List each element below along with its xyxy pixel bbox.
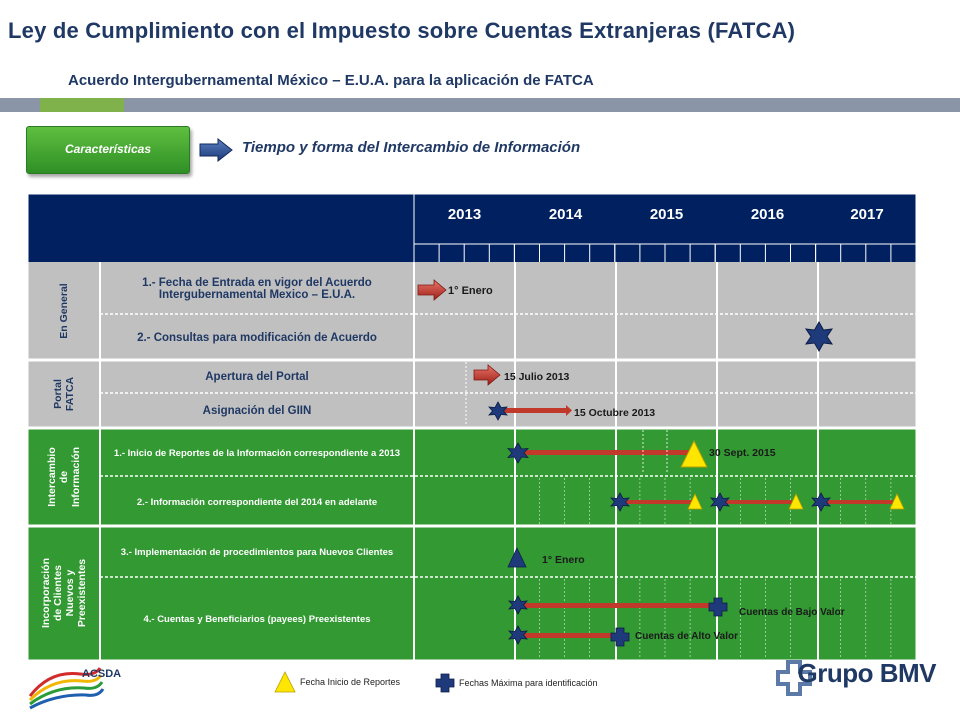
consultas-star-icon (804, 320, 834, 353)
segment-2017-triangle-icon (889, 493, 905, 510)
entrada-vigor-label: 1° Enero (448, 285, 493, 297)
segment-2016-star-icon (710, 492, 730, 512)
section-heading: Tiempo y forma del Intercambio de Inform… (242, 139, 581, 156)
inicio-reportes-bar (518, 450, 694, 455)
header-divider-bar (0, 98, 960, 112)
group-incorporacion (28, 526, 916, 660)
year-2013: 2013 (447, 205, 482, 223)
giin-label: 15 Octubre 2013 (574, 407, 655, 419)
header-divider-accent (40, 98, 124, 112)
year-2016: 2016 (750, 205, 785, 223)
acsda-logo-text: ACSDA (82, 668, 122, 680)
group-portal-fatca (28, 360, 916, 428)
table-header (28, 194, 916, 262)
inicio-reportes-label: 30 Sept. 2015 (709, 447, 776, 459)
year-2015: 2015 (649, 205, 684, 223)
grupo-bmv-logo-text: Grupo BMV (797, 658, 937, 688)
inicio-reportes-star-icon (507, 442, 529, 464)
row-preexistentes: 4.- Cuentas y Beneficiarios (payees) Pre… (143, 613, 371, 625)
group-label-incorporacion: Incorporación de Clientes Nuevos y Preex… (40, 558, 88, 629)
bajo-valor-star-icon (508, 595, 528, 615)
group-intercambio (28, 428, 916, 526)
legend-cross-icon (435, 673, 455, 693)
group-en-general (28, 262, 916, 360)
page-title: Ley de Cumplimiento con el Impuesto sobr… (8, 18, 796, 43)
legend-triangle-label: Fecha Inicio de Reportes (300, 677, 401, 687)
row-nuevos-clientes: 3.- Implementación de procedimientos par… (120, 546, 394, 558)
alto-valor-star-icon (508, 625, 528, 645)
row-consultas: 2.- Consultas para modificación de Acuer… (137, 332, 377, 344)
year-header-row: 2013 2014 2015 2016 2017 (414, 196, 916, 232)
nuevos-clientes-label: 1° Enero (542, 554, 585, 566)
apertura-portal-arrow (473, 364, 501, 386)
row-apertura-portal: Apertura del Portal (205, 371, 309, 383)
alto-valor-cross-icon (610, 627, 630, 647)
segment-2017-star-icon (811, 492, 831, 512)
alto-valor-label: Cuentas de Alto Valor (635, 631, 738, 642)
alto-valor-bar (518, 633, 616, 638)
legend-triangle-icon (274, 671, 296, 693)
page-subtitle: Acuerdo Intergubernamental México – E.U.… (68, 72, 594, 89)
entrada-vigor-arrow (417, 279, 447, 301)
segment-2015-star-icon (610, 492, 630, 512)
row-entrada-vigor: 1.- Fecha de Entrada en vigor del Acuerd… (142, 277, 372, 301)
apertura-portal-label: 15 Julio 2013 (504, 371, 570, 383)
bajo-valor-cross-icon (708, 597, 728, 617)
row-asignacion-giin: Asignación del GIIN (202, 405, 312, 417)
row-inicio-reportes: 1.- Inicio de Reportes de la Información… (113, 447, 401, 459)
legend-cross-label: Fechas Máxima para identificación (459, 678, 598, 688)
caracteristicas-badge[interactable]: Características (26, 126, 190, 174)
informacion-anual-segments (610, 492, 905, 512)
inicio-reportes-triangle-icon (680, 439, 708, 468)
segment-2016-triangle-icon (788, 493, 804, 510)
row-informacion-2014: 2.- Información correspondiente del 2014… (136, 496, 378, 508)
nuevos-clientes-triangle-icon (507, 547, 527, 568)
blue-arrow-icon (199, 138, 233, 162)
acsda-logo (28, 667, 105, 710)
giin-star-icon (488, 401, 508, 421)
bmv-logo-icon (776, 660, 812, 696)
giin-bar (498, 408, 566, 413)
bajo-valor-label: Cuentas de Bajo Valor (739, 607, 845, 618)
segment-2015-triangle-icon (687, 493, 703, 510)
year-2014: 2014 (548, 205, 583, 223)
group-label-en-general: En General (58, 283, 70, 339)
year-2017: 2017 (850, 205, 884, 223)
group-label-intercambio: Intercambio de Información (46, 446, 82, 508)
group-label-portal-fatca: Portal FATCA (52, 376, 76, 412)
bajo-valor-bar (518, 603, 716, 608)
